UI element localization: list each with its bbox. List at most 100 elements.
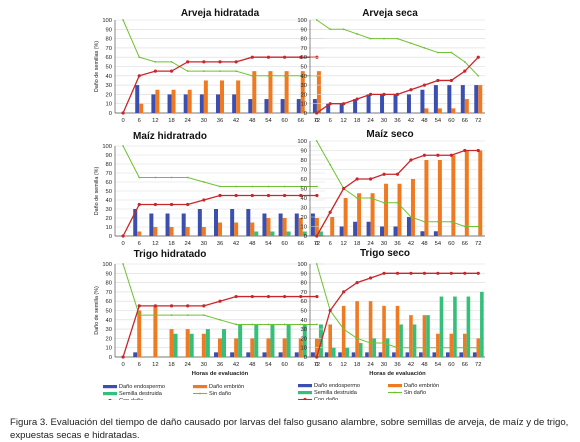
point-damaged <box>395 92 400 96</box>
y-tick-label: 70 <box>106 290 112 296</box>
point-damaged <box>436 153 440 157</box>
bar-destroyed <box>286 231 291 236</box>
point-undamaged <box>423 346 426 349</box>
y-tick-label: 70 <box>106 171 112 177</box>
y-tick-label: 100 <box>102 262 112 268</box>
x-tick-label: 12 <box>152 362 158 368</box>
bar-embryo <box>314 218 319 236</box>
point-damaged <box>250 193 254 198</box>
point-undamaged <box>436 51 439 54</box>
point-undamaged <box>315 19 318 21</box>
point-undamaged <box>410 216 412 218</box>
y-tick-label: 80 <box>106 37 112 43</box>
point-damaged <box>169 202 174 207</box>
bar-endosperm <box>133 209 138 236</box>
x-tick-label: 0 <box>315 118 318 124</box>
point-undamaged <box>342 328 345 330</box>
point-damaged <box>169 69 174 73</box>
point-undamaged <box>423 220 426 223</box>
x-axis-label: Horas de evaluación <box>369 371 426 377</box>
x-tick-label: 36 <box>394 241 400 247</box>
bar-endosperm <box>310 213 315 236</box>
bar-embryo <box>397 183 402 236</box>
point-damaged <box>368 92 373 96</box>
chart-title: Maíz hidratrado <box>133 131 207 142</box>
x-tick-label: 36 <box>217 362 223 368</box>
point-undamaged <box>186 314 189 317</box>
y-tick-label: 90 <box>301 27 307 33</box>
y-tick-label: 50 <box>106 189 112 195</box>
point-undamaged <box>356 33 359 35</box>
point-undamaged <box>154 176 157 179</box>
bar-embryo <box>478 85 483 113</box>
legend-marker-undamaged <box>394 391 396 394</box>
legend-label-embryo: Daño embrión <box>404 383 439 389</box>
point-damaged <box>315 193 319 198</box>
point-damaged <box>121 355 125 359</box>
y-tick-label: 90 <box>301 149 307 155</box>
bar-destroyed <box>302 231 307 236</box>
bar-destroyed <box>453 296 457 357</box>
point-undamaged <box>316 323 318 326</box>
bar-endosperm <box>199 94 204 113</box>
bar-endosperm <box>380 226 385 236</box>
bar-endosperm <box>378 352 383 357</box>
x-tick-label: 66 <box>462 241 468 247</box>
y-tick-label: 60 <box>301 299 307 305</box>
x-tick-label: 0 <box>315 362 318 368</box>
y-axis-label: Daño de semillas (%) <box>94 41 100 92</box>
x-tick-label: 54 <box>435 362 442 368</box>
legend-label-damaged: Con daño <box>314 397 338 400</box>
x-tick-label: 54 <box>265 362 272 368</box>
y-tick-label: 40 <box>301 318 307 324</box>
y-tick-label: 10 <box>301 346 307 352</box>
point-undamaged <box>477 74 480 77</box>
point-undamaged <box>283 74 286 77</box>
x-tick-label: 30 <box>381 241 387 247</box>
point-damaged <box>153 304 157 308</box>
legend-label-endosperm: Daño endospermo <box>119 384 165 390</box>
y-tick-label: 80 <box>301 281 307 287</box>
x-tick-label: 66 <box>462 362 468 368</box>
y-tick-label: 90 <box>106 271 112 277</box>
bar-endosperm <box>419 352 423 357</box>
point-undamaged <box>463 346 466 349</box>
point-undamaged <box>138 314 141 317</box>
point-damaged <box>342 186 346 191</box>
point-undamaged <box>299 74 302 77</box>
x-tick-label: 72 <box>475 241 481 247</box>
y-tick-label: 0 <box>304 355 307 361</box>
bar-endosperm <box>365 352 369 357</box>
x-tick-label: 42 <box>233 241 239 247</box>
point-damaged <box>250 294 254 299</box>
bar-endosperm <box>262 352 267 357</box>
point-damaged <box>463 271 467 275</box>
y-tick-label: 80 <box>106 162 112 168</box>
x-tick-label: 36 <box>217 241 223 247</box>
bar-endosperm <box>447 85 452 113</box>
bar-destroyed <box>205 329 210 357</box>
bar-destroyed <box>189 333 194 357</box>
bar-embryo <box>201 227 206 236</box>
bar-embryo <box>330 217 335 236</box>
point-undamaged <box>202 314 205 317</box>
y-tick-label: 0 <box>304 234 307 240</box>
y-tick-label: 90 <box>301 271 307 277</box>
bar-endosperm <box>393 94 398 113</box>
point-damaged <box>328 102 332 106</box>
x-tick-label: 54 <box>265 118 272 124</box>
x-tick-label: 24 <box>184 362 191 368</box>
y-tick-label: 0 <box>304 111 307 117</box>
bar-embryo <box>451 155 456 236</box>
point-damaged <box>342 290 346 294</box>
y-tick-label: 0 <box>109 355 112 361</box>
point-undamaged <box>251 185 254 188</box>
y-tick-label: 40 <box>106 198 112 204</box>
bar-endosperm <box>393 226 398 236</box>
bar-embryo <box>424 108 429 113</box>
y-tick-label: 80 <box>301 158 307 164</box>
x-tick-label: 48 <box>249 241 255 247</box>
point-damaged <box>283 193 287 198</box>
point-undamaged <box>283 323 286 326</box>
